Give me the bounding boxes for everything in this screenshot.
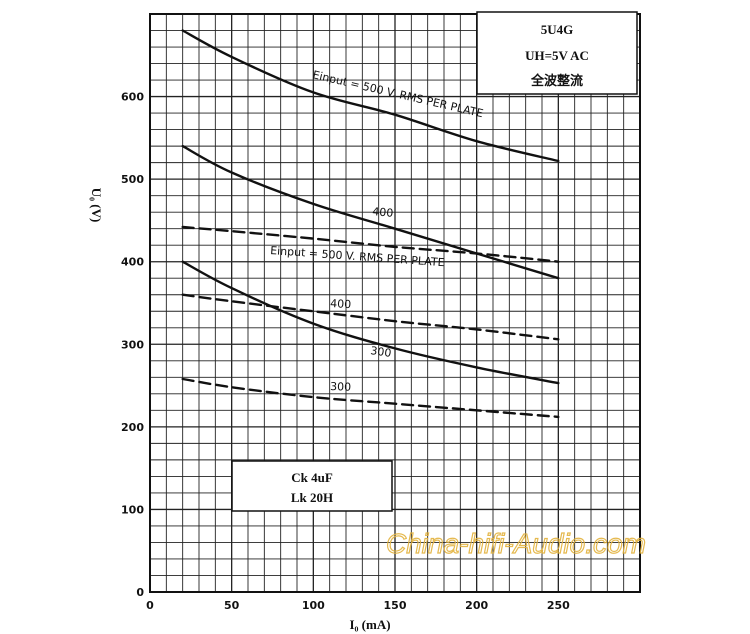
label-solid-400: 400 (372, 205, 394, 220)
x-tick-label: 150 (384, 599, 407, 612)
y-tick-label: 400 (121, 256, 144, 269)
label-dashed-300: 300 (330, 380, 351, 394)
solid-curve-0 (181, 29, 560, 163)
rectifier-type: 全波整流 (530, 73, 583, 88)
x-tick-label: 100 (302, 599, 325, 612)
dashed-curve-4 (181, 293, 560, 341)
y-tick-label: 200 (121, 421, 144, 434)
x-axis-label: I₀ (mA) (349, 617, 390, 632)
y-axis-label: U₀ (V) (89, 188, 104, 223)
heater-voltage: UH=5V AC (525, 48, 589, 63)
solid-curve-2 (181, 260, 560, 385)
label-dashed-400: 400 (330, 297, 352, 311)
label-solid-500: Einput = 500 V. RMS PER PLATE (311, 68, 484, 120)
x-tick-label: 200 (465, 599, 488, 612)
label-dashed-500: Einput = 500 V. RMS PER PLATE (270, 244, 445, 269)
grid (150, 14, 640, 592)
plot-area (149, 13, 641, 593)
info-box-bottom: Ck 4uF Lk 20H (231, 460, 393, 512)
label-solid-300: 300 (370, 344, 393, 360)
tube-model: 5U4G (541, 22, 574, 37)
info-box-top: 5U4G UH=5V AC 全波整流 (476, 11, 638, 95)
axis-ticks: 0 50 100 150 200 250 0 100 200 300 400 500 600 (121, 91, 570, 612)
x-tick-label: 50 (224, 599, 240, 612)
y-tick-label: 0 (136, 586, 144, 599)
y-tick-label: 600 (121, 91, 144, 104)
y-tick-label: 300 (121, 338, 144, 351)
inductor-value: Lk 20H (291, 490, 333, 505)
dashed-curve-3 (181, 225, 560, 263)
y-tick-label: 500 (121, 173, 144, 186)
curves (181, 29, 560, 419)
x-tick-label: 250 (547, 599, 570, 612)
dashed-curve-5 (181, 377, 560, 419)
info-box-bottom-frame (231, 460, 393, 512)
watermark: China-hifi-Audio.com (386, 528, 646, 559)
y-tick-label: 100 (121, 503, 144, 516)
capacitor-value: Ck 4uF (291, 470, 333, 485)
info-box-top-frame (476, 11, 638, 95)
solid-curve-1 (181, 144, 560, 280)
x-tick-label: 0 (146, 599, 154, 612)
